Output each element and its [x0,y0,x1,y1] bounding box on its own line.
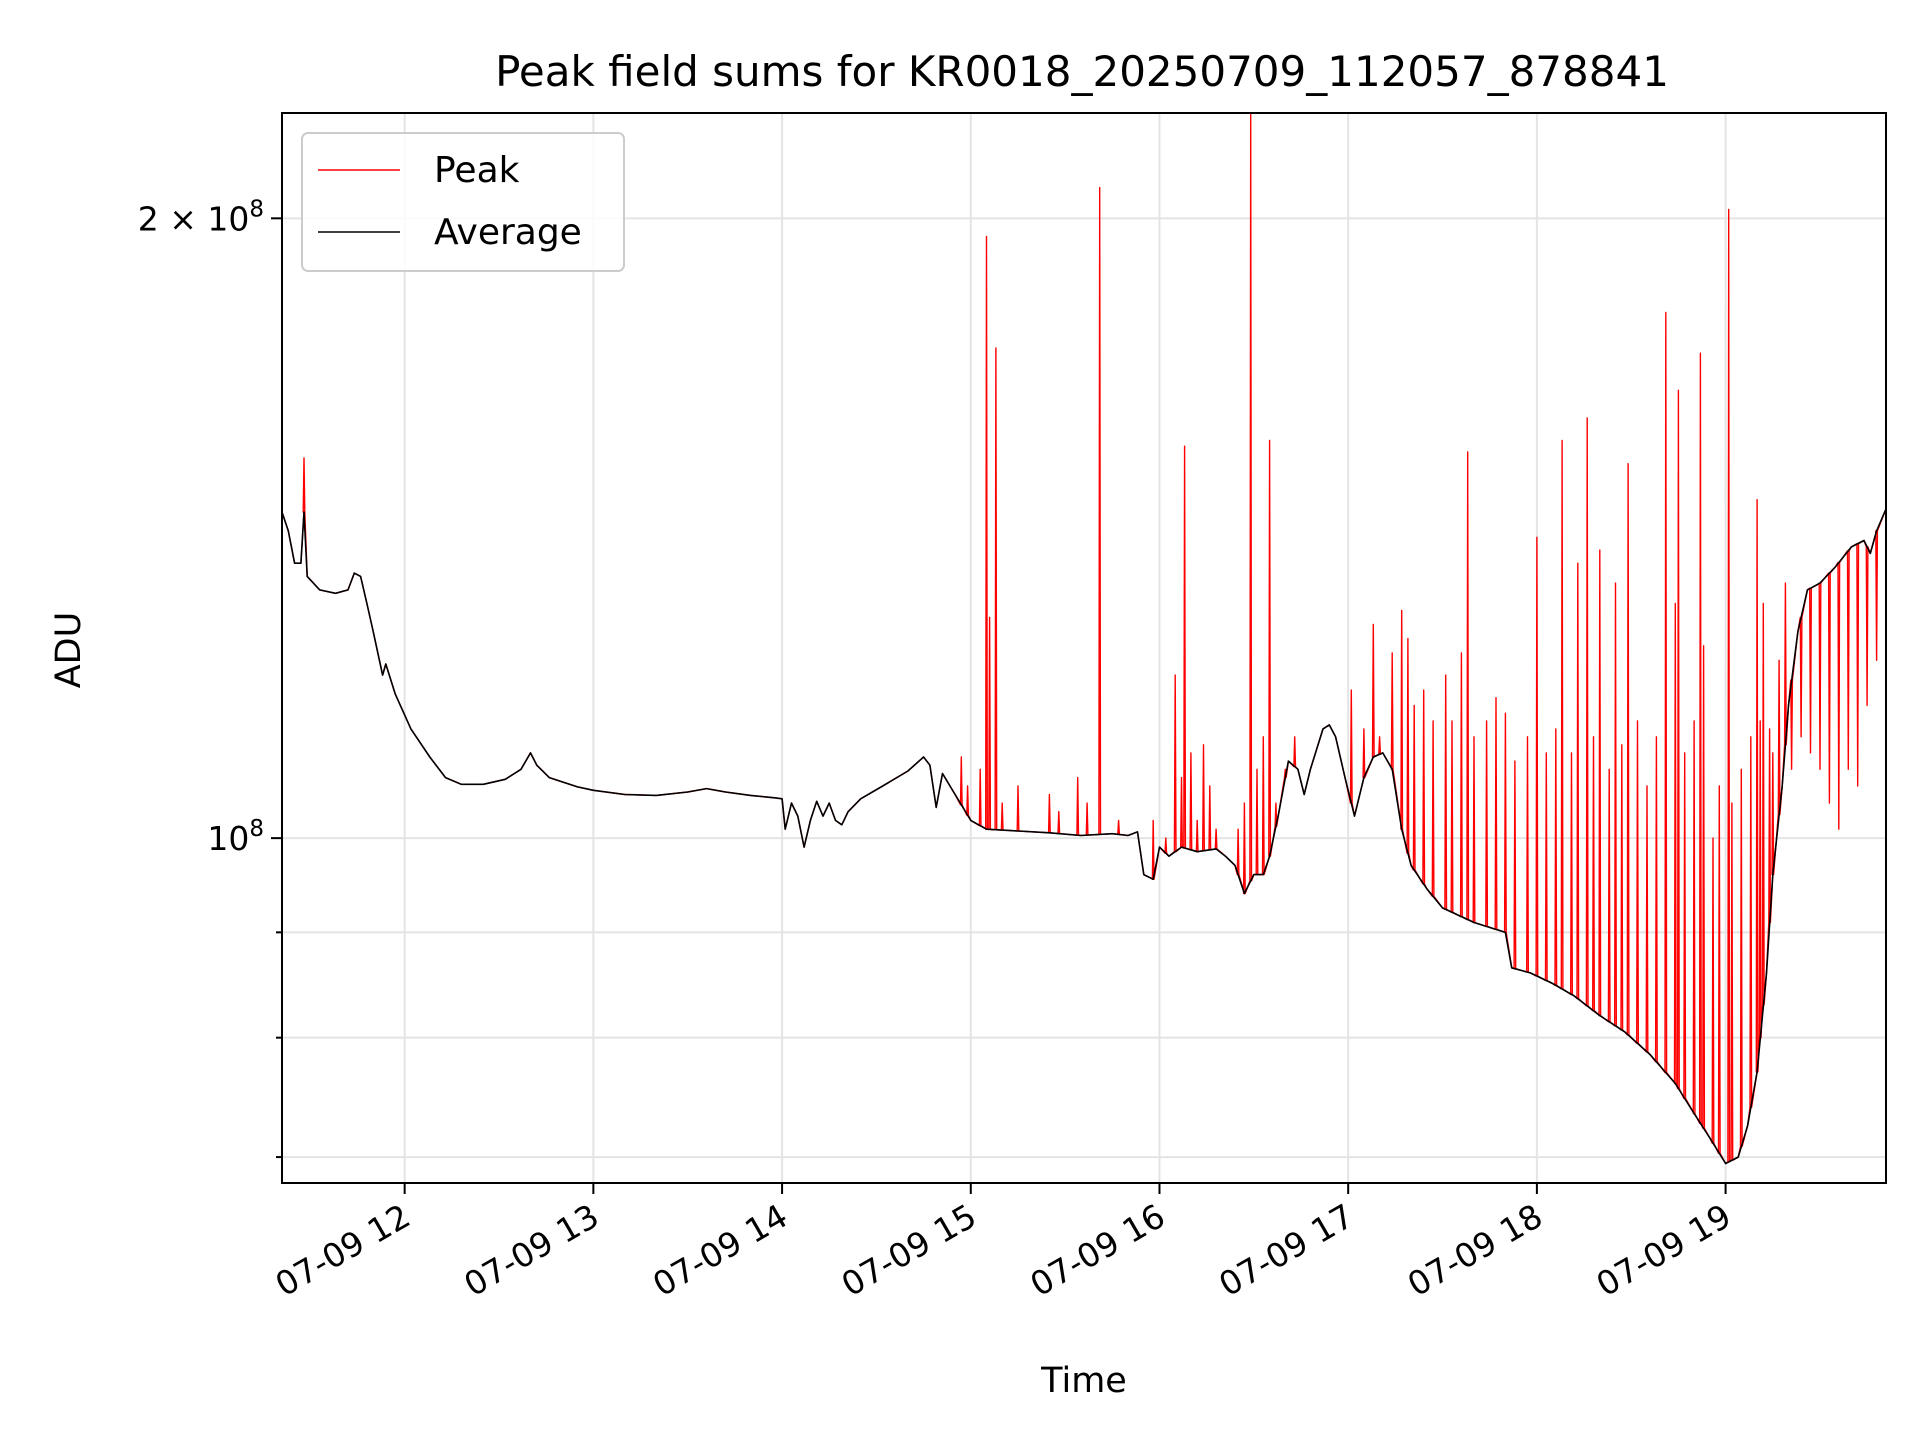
chart-title: Peak field sums for KR0018_20250709_1120… [495,47,1669,96]
y-tick-label: 2 × 108 [138,196,264,238]
legend-box [301,132,625,272]
legend-label-average: Average [434,212,582,253]
series-layer [282,113,1886,1165]
legend-label-peak: Peak [434,150,520,191]
grid [282,113,1886,1183]
y-axis-label: ADU [49,612,89,689]
legend: Peak Average [301,132,625,272]
series-average-line [282,508,1886,1165]
y-tick-label: 108 [207,816,264,858]
x-axis-label: Time [1040,1361,1127,1401]
plot-area [282,113,1886,1165]
plot-frame [281,112,1887,1184]
y-axis: 108 2 × 108 [138,196,282,1159]
